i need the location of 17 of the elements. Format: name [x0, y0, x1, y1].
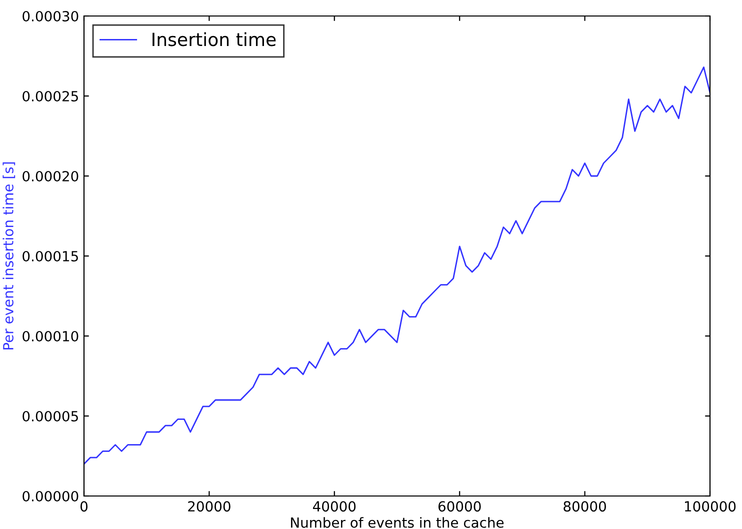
y-tick-label: 0.00030 — [22, 10, 78, 22]
x-axis-title: Number of events in the cache — [291, 517, 504, 528]
y-tick-label: 0.00010 — [22, 330, 78, 342]
y-tick-label: 0.00025 — [22, 90, 78, 102]
y-tick-label: 0.00015 — [22, 250, 78, 262]
x-tick-label: 60000 — [438, 501, 481, 512]
y-tick-label: 0.00005 — [22, 410, 78, 422]
legend-label: Insertion time — [152, 32, 276, 46]
x-tick-label: 100000 — [685, 501, 736, 512]
y-axis-title: Per event insertion time [s] — [2, 162, 16, 350]
x-tick-label: 20000 — [188, 501, 230, 512]
x-tick-label: 80000 — [564, 501, 606, 512]
y-tick-label: 0.00000 — [22, 490, 78, 502]
line-series — [84, 66, 710, 465]
y-tick-label: 0.00020 — [22, 170, 78, 182]
x-tick-label: 0 — [80, 501, 88, 512]
x-tick-label: 40000 — [312, 501, 356, 512]
